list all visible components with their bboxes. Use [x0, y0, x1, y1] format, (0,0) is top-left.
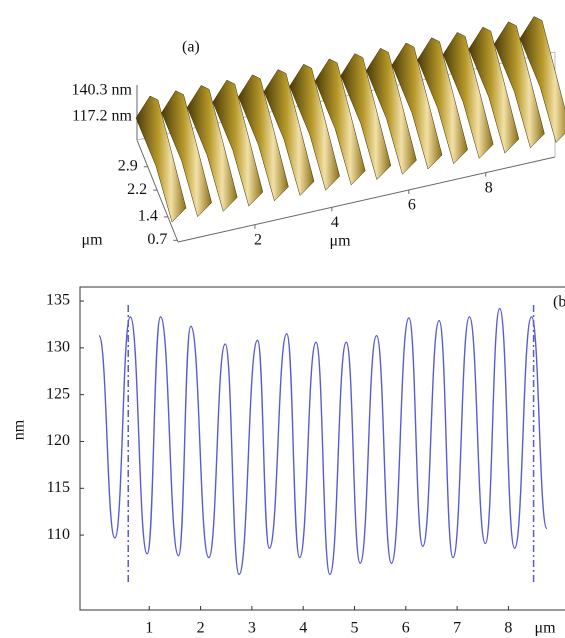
ridge [494, 21, 545, 149]
x-axis-label: μm [534, 620, 556, 637]
depth-axis-label: μm [81, 232, 103, 249]
y-tick-label: 125 [46, 385, 70, 402]
x-tick-label: 8 [485, 179, 493, 196]
ridge [468, 26, 520, 154]
x-tick-label: 3 [248, 620, 256, 637]
ridge [340, 53, 392, 181]
ridge [519, 16, 565, 143]
ridge [186, 85, 238, 212]
x-tick-label: 2 [197, 620, 205, 637]
x-tick-label: 1 [145, 620, 153, 637]
x-tick-label: 8 [504, 620, 512, 637]
y-axis-label: nm [11, 419, 28, 440]
ridge [135, 95, 187, 223]
ridge [391, 42, 443, 170]
x-tick-label: 6 [408, 197, 416, 214]
ridge [263, 69, 315, 196]
y-tick-label: 1.4 [138, 208, 158, 225]
y-tick-label: 110 [47, 526, 70, 543]
x-tick-label: 4 [299, 620, 307, 637]
ridge [366, 47, 417, 175]
plot-frame [79, 286, 565, 611]
y-tick-label: 0.7 [147, 231, 167, 248]
ridge [238, 74, 289, 202]
y-tick-label: 2.9 [118, 157, 138, 174]
y-tick-label: 120 [46, 432, 70, 449]
x-tick-label: 2 [254, 231, 262, 248]
y-tick-label: 135 [46, 292, 70, 309]
x-tick-label: 5 [351, 620, 359, 637]
x-tick-label: 7 [453, 620, 461, 637]
x-tick-label: 4 [331, 214, 339, 231]
x-axis-label: μm [329, 233, 351, 250]
depth-axis [136, 139, 179, 243]
ridge [289, 63, 340, 191]
z-label: 140.3 nm [72, 82, 133, 99]
ridge [212, 79, 264, 207]
z-label: 117.2 nm [72, 108, 132, 125]
panel-label: (b) [553, 294, 565, 311]
x-axis [177, 156, 556, 243]
ridge [417, 37, 468, 165]
panel-label: (a) [182, 39, 200, 56]
surface [135, 16, 565, 223]
panel-a: (a) 140.3 nm 117.2 nm μm μm 2.9 2.2 1.4 0.7… [72, 16, 565, 250]
y-tick-label: 2.2 [127, 181, 147, 198]
ridge [161, 90, 212, 218]
ridge [442, 32, 494, 159]
profile-line [98, 307, 548, 576]
x-tick-label: 6 [402, 620, 410, 637]
panel-b: (b) μm nm 110 115 120 125 130 135 1 2 3 4 5 6 7 8 [11, 286, 565, 637]
ridge [314, 58, 366, 186]
y-tick-label: 115 [47, 479, 70, 496]
y-tick-label: 130 [46, 339, 70, 356]
